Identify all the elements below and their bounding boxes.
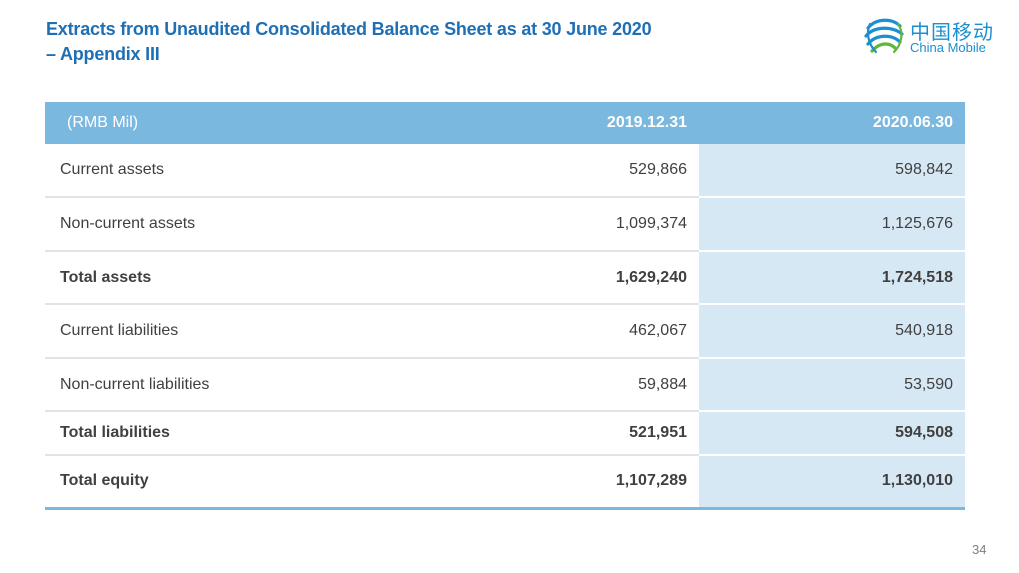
row-label: Total equity bbox=[45, 455, 443, 510]
value-2019: 521,951 bbox=[443, 411, 699, 456]
value-2020: 594,508 bbox=[699, 411, 965, 456]
row-label: Non-current assets bbox=[45, 197, 443, 252]
value-2020: 1,130,010 bbox=[699, 455, 965, 510]
header-unit-label: (RMB Mil) bbox=[45, 102, 443, 144]
table-row: Total assets 1,629,240 1,724,518 bbox=[45, 251, 965, 305]
value-2019: 1,629,240 bbox=[443, 251, 699, 305]
header-2020: 2020.06.30 bbox=[699, 102, 965, 144]
china-mobile-logo: 中国移动 China Mobile bbox=[862, 14, 1002, 60]
value-2019: 1,099,374 bbox=[443, 197, 699, 252]
table-row: Total equity 1,107,289 1,130,010 bbox=[45, 455, 965, 510]
header-2019: 2019.12.31 bbox=[443, 102, 699, 144]
value-2019: 529,866 bbox=[443, 144, 699, 198]
row-label: Total assets bbox=[45, 251, 443, 305]
table-header-row: (RMB Mil) 2019.12.31 2020.06.30 bbox=[45, 102, 965, 144]
logo-chinese-text: 中国移动 bbox=[910, 20, 994, 44]
row-label: Total liabilities bbox=[45, 411, 443, 456]
table-row: Current assets 529,866 598,842 bbox=[45, 144, 965, 198]
table-row: Non-current assets 1,099,374 1,125,676 bbox=[45, 197, 965, 252]
slide-title: Extracts from Unaudited Consolidated Bal… bbox=[46, 17, 652, 67]
balance-sheet-table: (RMB Mil) 2019.12.31 2020.06.30 Current … bbox=[45, 102, 965, 510]
value-2019: 1,107,289 bbox=[443, 455, 699, 510]
table-row: Total liabilities 521,951 594,508 bbox=[45, 411, 965, 456]
china-mobile-swirl-icon bbox=[864, 18, 904, 54]
value-2020: 1,125,676 bbox=[699, 197, 965, 252]
row-label: Current assets bbox=[45, 144, 443, 198]
value-2019: 59,884 bbox=[443, 358, 699, 412]
row-label: Current liabilities bbox=[45, 304, 443, 359]
value-2020: 53,590 bbox=[699, 358, 965, 412]
slide-title-line2: – Appendix III bbox=[46, 44, 160, 64]
value-2020: 540,918 bbox=[699, 304, 965, 359]
slide-title-line1: Extracts from Unaudited Consolidated Bal… bbox=[46, 19, 652, 39]
table-row: Non-current liabilities 59,884 53,590 bbox=[45, 358, 965, 412]
page-number: 34 bbox=[972, 542, 987, 557]
value-2020: 1,724,518 bbox=[699, 251, 965, 305]
value-2020: 598,842 bbox=[699, 144, 965, 198]
table-row: Current liabilities 462,067 540,918 bbox=[45, 304, 965, 359]
value-2019: 462,067 bbox=[443, 304, 699, 359]
logo-english-text: China Mobile bbox=[910, 40, 986, 55]
row-label: Non-current liabilities bbox=[45, 358, 443, 412]
